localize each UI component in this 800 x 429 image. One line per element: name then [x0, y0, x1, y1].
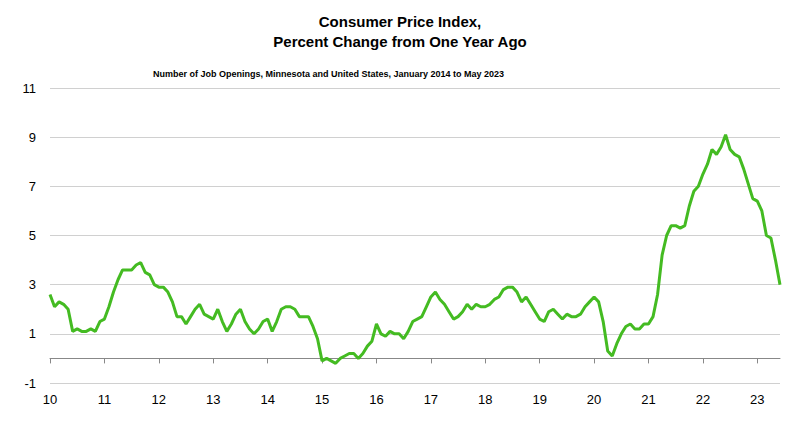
- svg-text:19: 19: [532, 392, 546, 407]
- svg-text:15: 15: [315, 392, 329, 407]
- svg-text:21: 21: [641, 392, 655, 407]
- svg-text:9: 9: [29, 130, 36, 145]
- svg-text:12: 12: [152, 392, 166, 407]
- svg-text:Percent Change from One Year A: Percent Change from One Year Ago: [273, 33, 526, 50]
- svg-text:1: 1: [29, 326, 36, 341]
- svg-text:11: 11: [23, 81, 37, 96]
- svg-text:5: 5: [29, 228, 36, 243]
- svg-text:7: 7: [29, 179, 36, 194]
- svg-text:-1: -1: [24, 376, 36, 391]
- svg-text:Consumer Price Index,: Consumer Price Index,: [319, 13, 482, 30]
- svg-text:16: 16: [369, 392, 383, 407]
- svg-text:17: 17: [424, 392, 438, 407]
- svg-text:Number of Job Openings, Minnes: Number of Job Openings, Minnesota and Un…: [153, 69, 504, 79]
- svg-text:23: 23: [750, 392, 764, 407]
- svg-text:22: 22: [696, 392, 710, 407]
- svg-text:11: 11: [98, 392, 112, 407]
- svg-text:13: 13: [206, 392, 220, 407]
- svg-text:3: 3: [29, 277, 36, 292]
- svg-text:20: 20: [587, 392, 601, 407]
- svg-text:18: 18: [478, 392, 492, 407]
- svg-text:10: 10: [43, 392, 57, 407]
- svg-text:14: 14: [260, 392, 274, 407]
